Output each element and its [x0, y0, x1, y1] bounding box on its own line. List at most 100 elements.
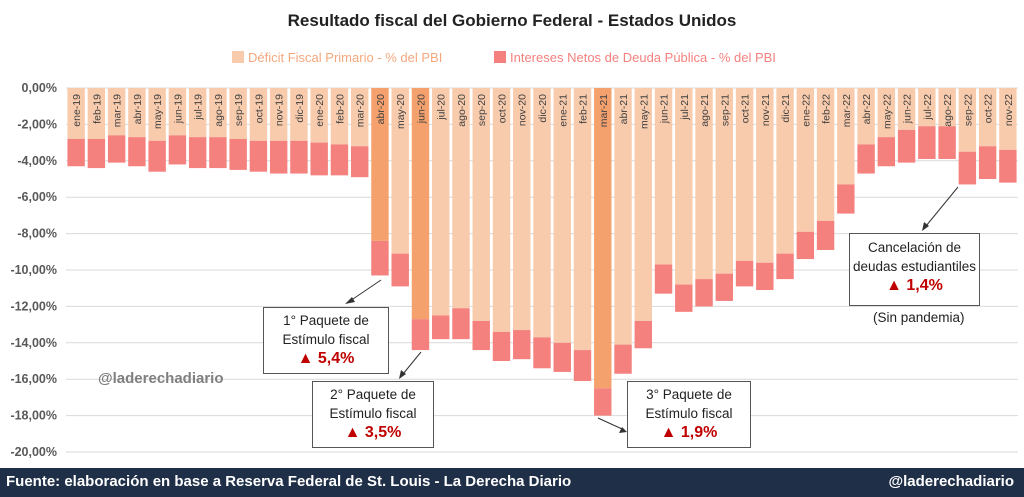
x-tick-label: sep-22 [962, 94, 974, 126]
bar-net-interest [290, 140, 308, 174]
bar-primary-deficit [553, 88, 571, 343]
annotation-stimulus-1: 1° Paquete de Estímulo fiscal ▲ 5,4% [263, 307, 389, 374]
annotation-4-line2: deudas estudiantiles [852, 259, 977, 274]
bar-net-interest [67, 138, 85, 167]
bar-net-interest [452, 308, 470, 340]
x-tick-label: jun-20 [415, 94, 427, 124]
bar-net-interest [513, 330, 531, 360]
x-tick-label: ago-19 [213, 94, 225, 127]
x-tick-label: oct-20 [496, 94, 508, 123]
bar-net-interest [391, 253, 409, 287]
x-tick-label: oct-22 [983, 94, 995, 123]
bar-primary-deficit [614, 88, 632, 345]
x-tick-label: mar-22 [841, 94, 853, 127]
bar-primary-deficit [290, 88, 308, 141]
x-tick-label: jul-20 [436, 94, 448, 121]
arrow-3 [597, 417, 623, 430]
x-tick-label: ene-19 [71, 94, 83, 127]
chart-title: Resultado fiscal del Gobierno Federal - … [288, 11, 737, 30]
bar-primary-deficit [978, 88, 997, 147]
arrow-4-head [922, 222, 929, 231]
annotation-3-value: ▲ 1,9% [660, 424, 718, 441]
bars [67, 88, 1017, 416]
bar-net-interest [634, 320, 652, 349]
bar-net-interest [978, 146, 997, 179]
bar-primary-deficit [715, 88, 734, 274]
x-tick-label: abr-19 [132, 94, 144, 125]
bar-net-interest [411, 319, 430, 351]
y-tick-label: -4,00% [17, 154, 57, 168]
bar-primary-deficit [877, 88, 896, 138]
bar-primary-deficit [735, 88, 754, 261]
bar-net-interest [695, 279, 713, 307]
x-tick-label: jun-21 [659, 94, 671, 124]
y-tick-label: -12,00% [10, 299, 57, 313]
bar-net-interest [432, 315, 450, 340]
bar-net-interest [310, 142, 328, 176]
bar-primary-deficit [168, 88, 187, 136]
annotation-1-line1: 1° Paquete de [283, 313, 369, 328]
bar-net-interest [188, 137, 207, 169]
footer: Fuente: elaboración en base a Reserva Fe… [0, 468, 1024, 497]
x-tick-label: ago-20 [456, 94, 468, 127]
bar-net-interest [837, 184, 855, 214]
x-tick-label: abr-20 [375, 94, 387, 125]
bar-primary-deficit [87, 88, 106, 139]
bar-net-interest [209, 137, 227, 169]
annotation-2-line1: 2° Paquete de [330, 387, 416, 402]
bar-primary-deficit [918, 88, 936, 127]
bar-primary-deficit [391, 88, 409, 254]
x-tick-label: feb-19 [91, 94, 103, 124]
annotation-1-line2: Estímulo fiscal [282, 332, 370, 347]
x-tick-label: may-20 [395, 94, 407, 129]
x-tick-label: ene-21 [557, 94, 569, 127]
bar-net-interest [249, 140, 268, 172]
x-tick-label: sep-19 [233, 94, 245, 126]
watermark: @laderechadiario [98, 370, 224, 387]
bar-net-interest [229, 138, 247, 170]
x-tick-label: ene-20 [314, 94, 326, 127]
arrow-3-head [619, 427, 627, 433]
bar-primary-deficit [573, 88, 592, 351]
bar-net-interest [573, 350, 592, 382]
y-axis: 0,00% -2,00% -4,00% -6,00% -8,00% -10,00% -12,… [10, 81, 57, 459]
legend-swatch-interest [494, 51, 506, 63]
bar-net-interest [87, 138, 106, 169]
legend: Déficit Fiscal Primario - % del PBI Inte… [232, 50, 776, 65]
x-tick-label: nov-21 [760, 94, 772, 126]
x-tick-label: ene-22 [800, 94, 812, 127]
bar-net-interest [958, 151, 977, 185]
x-tick-label: may-22 [881, 94, 893, 129]
bar-primary-deficit [269, 88, 288, 141]
footer-handle: @laderechadiario [888, 473, 1014, 490]
bar-net-interest [918, 126, 936, 159]
bar-primary-deficit [452, 88, 470, 309]
y-tick-label: -8,00% [17, 227, 57, 241]
x-tick-label: mar-21 [598, 94, 610, 127]
x-tick-label: feb-20 [334, 94, 346, 124]
bar-net-interest [492, 331, 511, 361]
annotation-stimulus-3: 3° Paquete de Estímulo fiscal ▲ 1,9% [627, 381, 751, 448]
bar-primary-deficit [837, 88, 855, 185]
bar-primary-deficit [107, 88, 126, 136]
bar-primary-deficit [513, 88, 531, 331]
y-tick-label: -16,00% [10, 372, 57, 386]
bar-net-interest [472, 320, 490, 351]
x-tick-label: jul-19 [193, 94, 205, 121]
annotation-4-value: ▲ 1,4% [886, 277, 943, 294]
bar-primary-deficit [330, 88, 349, 145]
legend-label-interest: Intereses Netos de Deuda Pública - % del… [510, 50, 776, 65]
x-tick-label: nov-22 [1003, 94, 1015, 126]
footer-source: Fuente: elaboración en base a Reserva Fe… [6, 473, 572, 490]
x-tick-label: jul-22 [922, 94, 934, 121]
legend-label-primary: Déficit Fiscal Primario - % del PBI [248, 50, 442, 65]
bar-primary-deficit [654, 88, 673, 265]
x-tick-label: feb-22 [821, 94, 833, 124]
bar-primary-deficit [411, 88, 430, 320]
bar-primary-deficit [209, 88, 227, 138]
bar-primary-deficit [756, 88, 774, 263]
bar-primary-deficit [67, 88, 85, 139]
bar-primary-deficit [249, 88, 268, 141]
x-tick-label: jul-21 [679, 94, 691, 121]
bar-primary-deficit [594, 88, 612, 389]
